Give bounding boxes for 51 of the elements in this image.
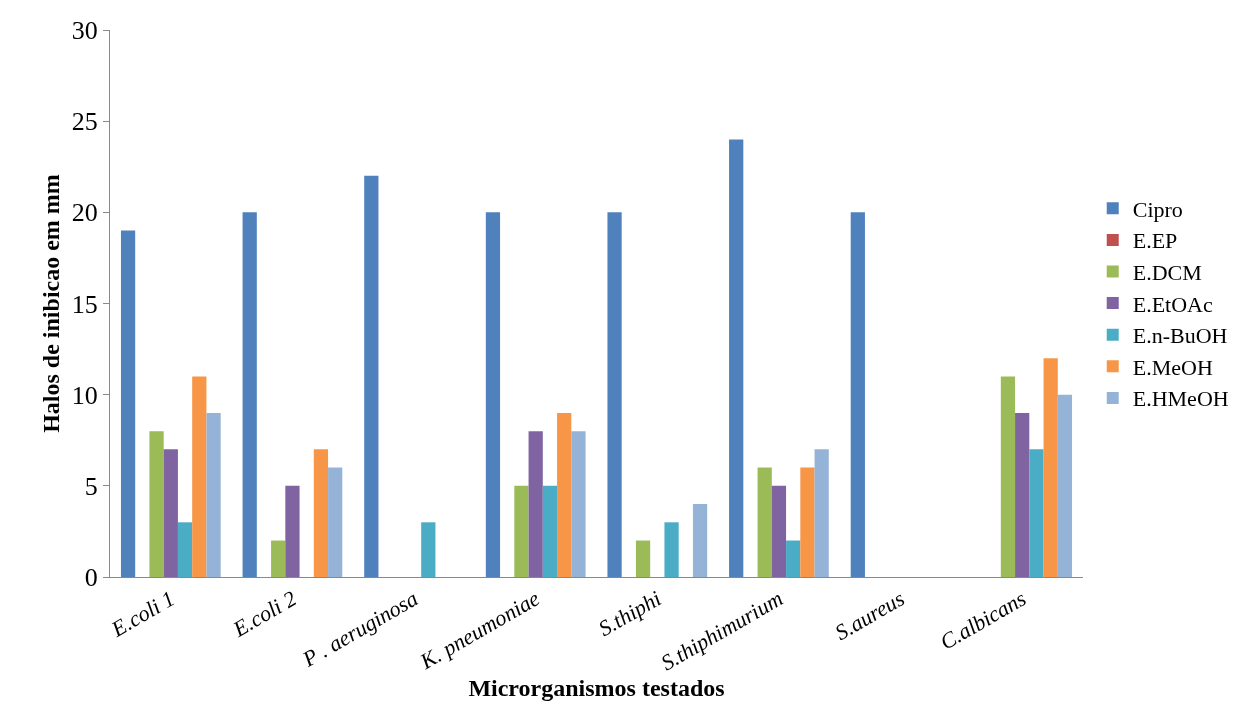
bar xyxy=(1057,394,1073,577)
bar xyxy=(514,485,529,577)
y-tick-label: 20 xyxy=(71,198,98,228)
bar xyxy=(757,467,772,577)
bar xyxy=(528,431,543,577)
bar xyxy=(421,522,436,577)
y-tick-label: 0 xyxy=(84,563,98,593)
bar xyxy=(206,412,221,577)
legend-label: Cipro xyxy=(1132,196,1183,222)
bar xyxy=(120,230,136,577)
bar xyxy=(328,467,343,577)
bar xyxy=(485,212,501,577)
bar xyxy=(285,485,300,577)
bar xyxy=(786,540,801,577)
bar xyxy=(242,212,257,577)
bar xyxy=(271,540,286,577)
y-axis-title: Halos de inibicao em mm xyxy=(37,174,64,433)
bar xyxy=(149,431,164,577)
legend-label: E.DCM xyxy=(1132,260,1202,286)
y-tick-label: 30 xyxy=(71,16,98,46)
bar xyxy=(364,175,379,577)
bar xyxy=(313,449,329,577)
bar xyxy=(607,212,622,577)
bar xyxy=(635,540,651,577)
y-tick-label: 15 xyxy=(71,289,98,319)
bar xyxy=(571,431,586,577)
x-axis-title: Microrganismos testados xyxy=(468,675,725,702)
legend-label: E.HMeOH xyxy=(1132,386,1229,412)
bar xyxy=(800,467,815,577)
y-tick-label: 10 xyxy=(71,380,98,410)
legend-label: E.n-BuOH xyxy=(1132,323,1228,349)
legend-label: E.EtOAc xyxy=(1132,291,1213,317)
bar xyxy=(192,376,207,577)
bar xyxy=(557,412,572,577)
bar xyxy=(1029,449,1044,577)
legend-label: E.MeOH xyxy=(1132,354,1213,380)
legend-label: E.EP xyxy=(1132,228,1178,254)
bar xyxy=(664,522,679,577)
bar xyxy=(1043,358,1058,577)
bar xyxy=(177,522,193,577)
bar xyxy=(1000,376,1016,577)
y-tick-label: 5 xyxy=(84,471,98,501)
bar xyxy=(814,449,829,577)
bar xyxy=(1015,412,1030,577)
bar xyxy=(163,449,178,577)
bar xyxy=(542,485,558,577)
bar xyxy=(850,212,865,577)
y-tick-label: 25 xyxy=(71,107,98,137)
bar xyxy=(771,485,787,577)
bar xyxy=(729,139,744,577)
bar xyxy=(692,504,708,577)
